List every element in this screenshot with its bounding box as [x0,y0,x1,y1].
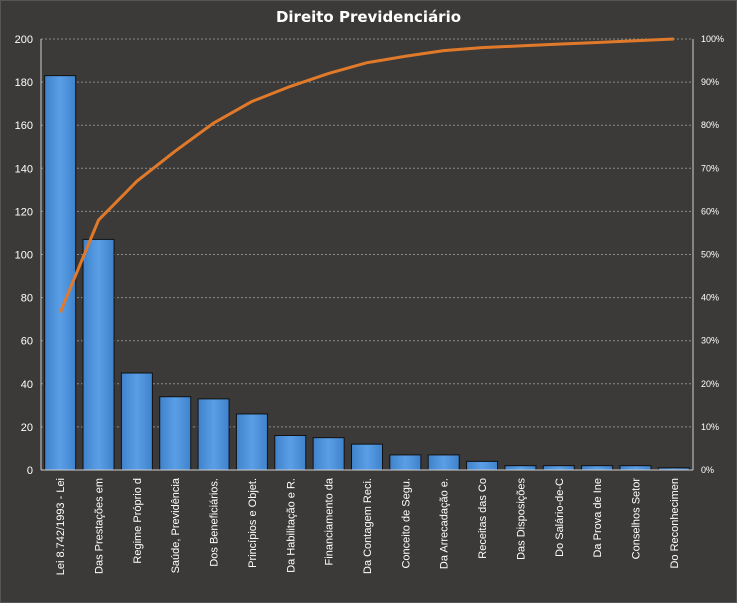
y-tick-label: 200 [15,34,33,46]
category-label: Dos Beneficiários. [209,478,221,567]
category-label: Conselhos Setor [630,478,642,560]
bar [197,398,230,471]
y-tick-label: 40 [21,379,33,391]
bar [235,413,268,471]
category-label: Da Prova de Ine [592,478,604,558]
bar [274,435,307,471]
bar [82,238,115,471]
category-label: Regime Próprio d [132,478,144,564]
y2-tick-label: 20% [701,379,719,389]
y2-tick-label: 60% [701,206,719,216]
category-label: Lei 8.742/1993 - Lei [55,478,67,575]
y-tick-label: 60 [21,336,33,348]
cumulative-line [58,37,674,314]
category-label: Do Salário-de-C [554,478,566,557]
category-label: Saúde, Previdência [170,477,182,573]
y2-tick-label: 40% [701,293,719,303]
y2-tick-label: 10% [701,422,719,432]
category-label: Do Reconhecimen [669,478,681,569]
axis-layer [40,39,694,471]
y2-tick-label: 90% [701,77,719,87]
category-label: Receitas das Co [477,478,489,559]
bar [44,75,77,471]
bar [619,465,652,471]
bar [120,372,153,471]
cumulative-line-layer [58,37,674,314]
y-tick-label: 80 [21,293,33,305]
y-tick-label: 120 [15,206,33,218]
label-layer: 0 20 40 60 80 100 120 140 160 180 200 0% 10% 20% 30% 40… [15,34,724,575]
bar [389,454,422,471]
y2-tick-label: 100% [701,34,724,44]
y-tick-label: 20 [21,422,33,434]
y2-tick-label: 70% [701,163,719,173]
bar [312,437,345,471]
y2-tick-label: 80% [701,120,719,130]
bar [427,454,460,471]
bar [159,396,192,471]
category-label: Da Habilitação e R. [285,478,297,573]
y-tick-label: 100 [15,250,33,262]
bar [542,465,575,471]
category-label: Das Prestações em [94,478,106,574]
category-label: Da Arrecadação e. [439,478,451,569]
y2-tick-label: 0% [701,465,714,475]
category-label: Da Contagem Reci. [362,478,374,574]
y2-tick-label: 30% [701,336,719,346]
y-tick-label: 0 [27,465,33,477]
bar [351,443,383,471]
bar-layer [44,75,690,471]
category-label: Financiamento da [324,477,336,565]
bar [581,465,614,471]
grid-layer [41,38,693,428]
bar [504,465,537,471]
y-tick-label: 160 [15,120,33,132]
y-tick-label: 140 [15,163,33,175]
category-label: Princípios e Objet. [247,478,259,568]
category-label: Conceito de Segu. [400,478,412,569]
category-label: Das Disposições [515,478,527,560]
y-tick-label: 180 [15,77,33,89]
y2-tick-label: 50% [701,250,719,260]
bar [466,460,499,471]
chart-title: Direito Previdenciário [275,8,462,26]
